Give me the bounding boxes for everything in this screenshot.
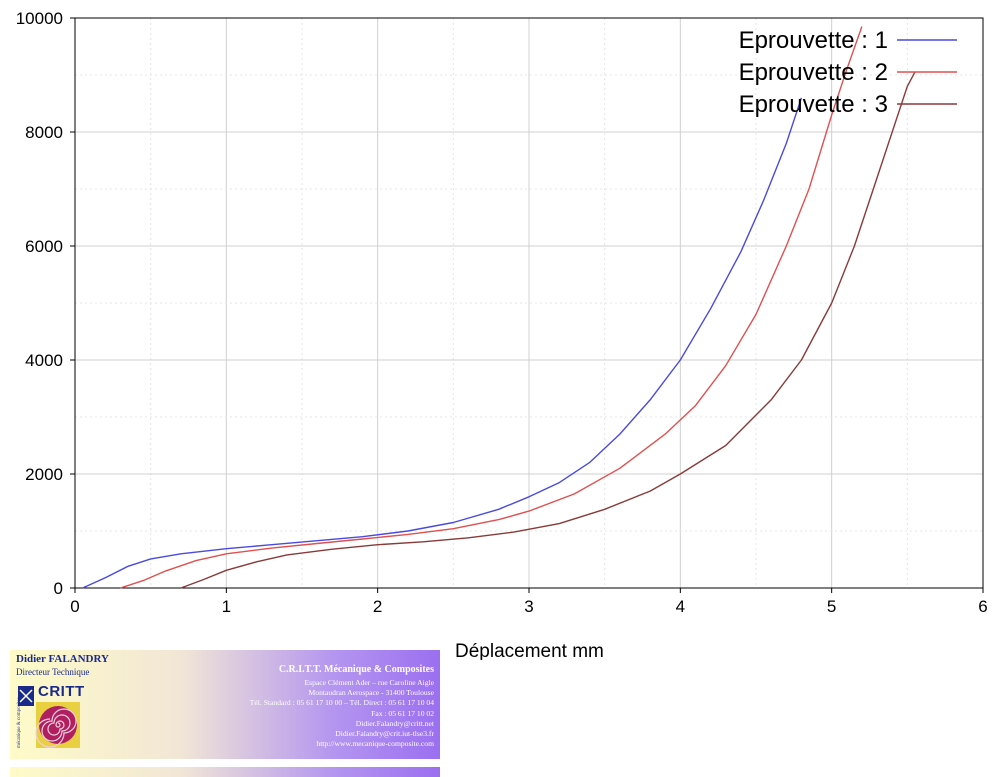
legend-label-1: Eprouvette : 1 (739, 27, 888, 54)
card-phone: Tél. Standard : 05 61 17 10 00 – Tél. Di… (249, 698, 434, 708)
card-email-1[interactable]: Didier.Falandry@critt.net (355, 718, 434, 728)
legend-label-2: Eprouvette : 2 (739, 59, 888, 86)
series-line-2 (120, 26, 863, 589)
series-lines (82, 26, 916, 589)
series-line-1 (82, 97, 803, 589)
x-axis-label: Déplacement mm (455, 641, 604, 660)
business-card: Didier FALANDRY Directeur Technique méca… (10, 650, 440, 759)
legend-label-3: Eprouvette : 3 (739, 91, 888, 118)
card-role: Directeur Technique (16, 667, 90, 677)
card-company: C.R.I.T.T. Mécanique & Composites (278, 664, 434, 675)
svg-text:mécanique & composites: mécanique & composites (17, 697, 22, 748)
x-tick-label: 5 (827, 597, 836, 616)
chart-grid (75, 18, 983, 588)
card-email-2[interactable]: Didier.Falandry@crit.iut-tlse3.fr (335, 729, 434, 739)
x-tick-label: 0 (70, 597, 79, 616)
x-tick-label: 2 (373, 597, 382, 616)
x-tick-label: 6 (978, 597, 987, 616)
y-tick-label: 2000 (25, 465, 63, 484)
legend: Eprouvette : 1 Eprouvette : 2 Eprouvette :… (739, 27, 957, 118)
card-website[interactable]: http://www.mecanique-composite.com (316, 739, 434, 749)
card-name: Didier FALANDRY (16, 653, 110, 665)
x-tick-label: 4 (676, 597, 685, 616)
critt-logo: mécanique & composites (17, 686, 80, 748)
card-address-2: Montaudran Aerospace - 31400 Toulouse (308, 688, 434, 698)
card-fax: Fax : 05 61 17 10 02 (371, 708, 434, 718)
displacement-load-chart: 0 1 2 3 4 5 6 0 2000 4000 6000 8000 10000 Eprouvette… (16, 9, 988, 660)
y-tick-label: 8000 (25, 123, 63, 142)
y-tick-label: 4000 (25, 351, 63, 370)
y-tick-label: 0 (54, 579, 63, 598)
x-tick-label: 1 (222, 597, 231, 616)
y-tick-label: 10000 (16, 9, 63, 28)
card-address-1: Espace Clément Ader – rue Caroline Aigle (304, 678, 434, 687)
second-business-card-edge (10, 767, 440, 777)
critt-logo-text: CRITT (38, 683, 85, 700)
card-contact-lines: Espace Clément Ader – rue Caroline Aigle… (250, 678, 434, 749)
series-line-3 (180, 71, 916, 589)
axis-ticks: 0 1 2 3 4 5 6 0 2000 4000 6000 8000 10000 (16, 9, 988, 616)
x-tick-label: 3 (524, 597, 533, 616)
y-tick-label: 6000 (25, 237, 63, 256)
